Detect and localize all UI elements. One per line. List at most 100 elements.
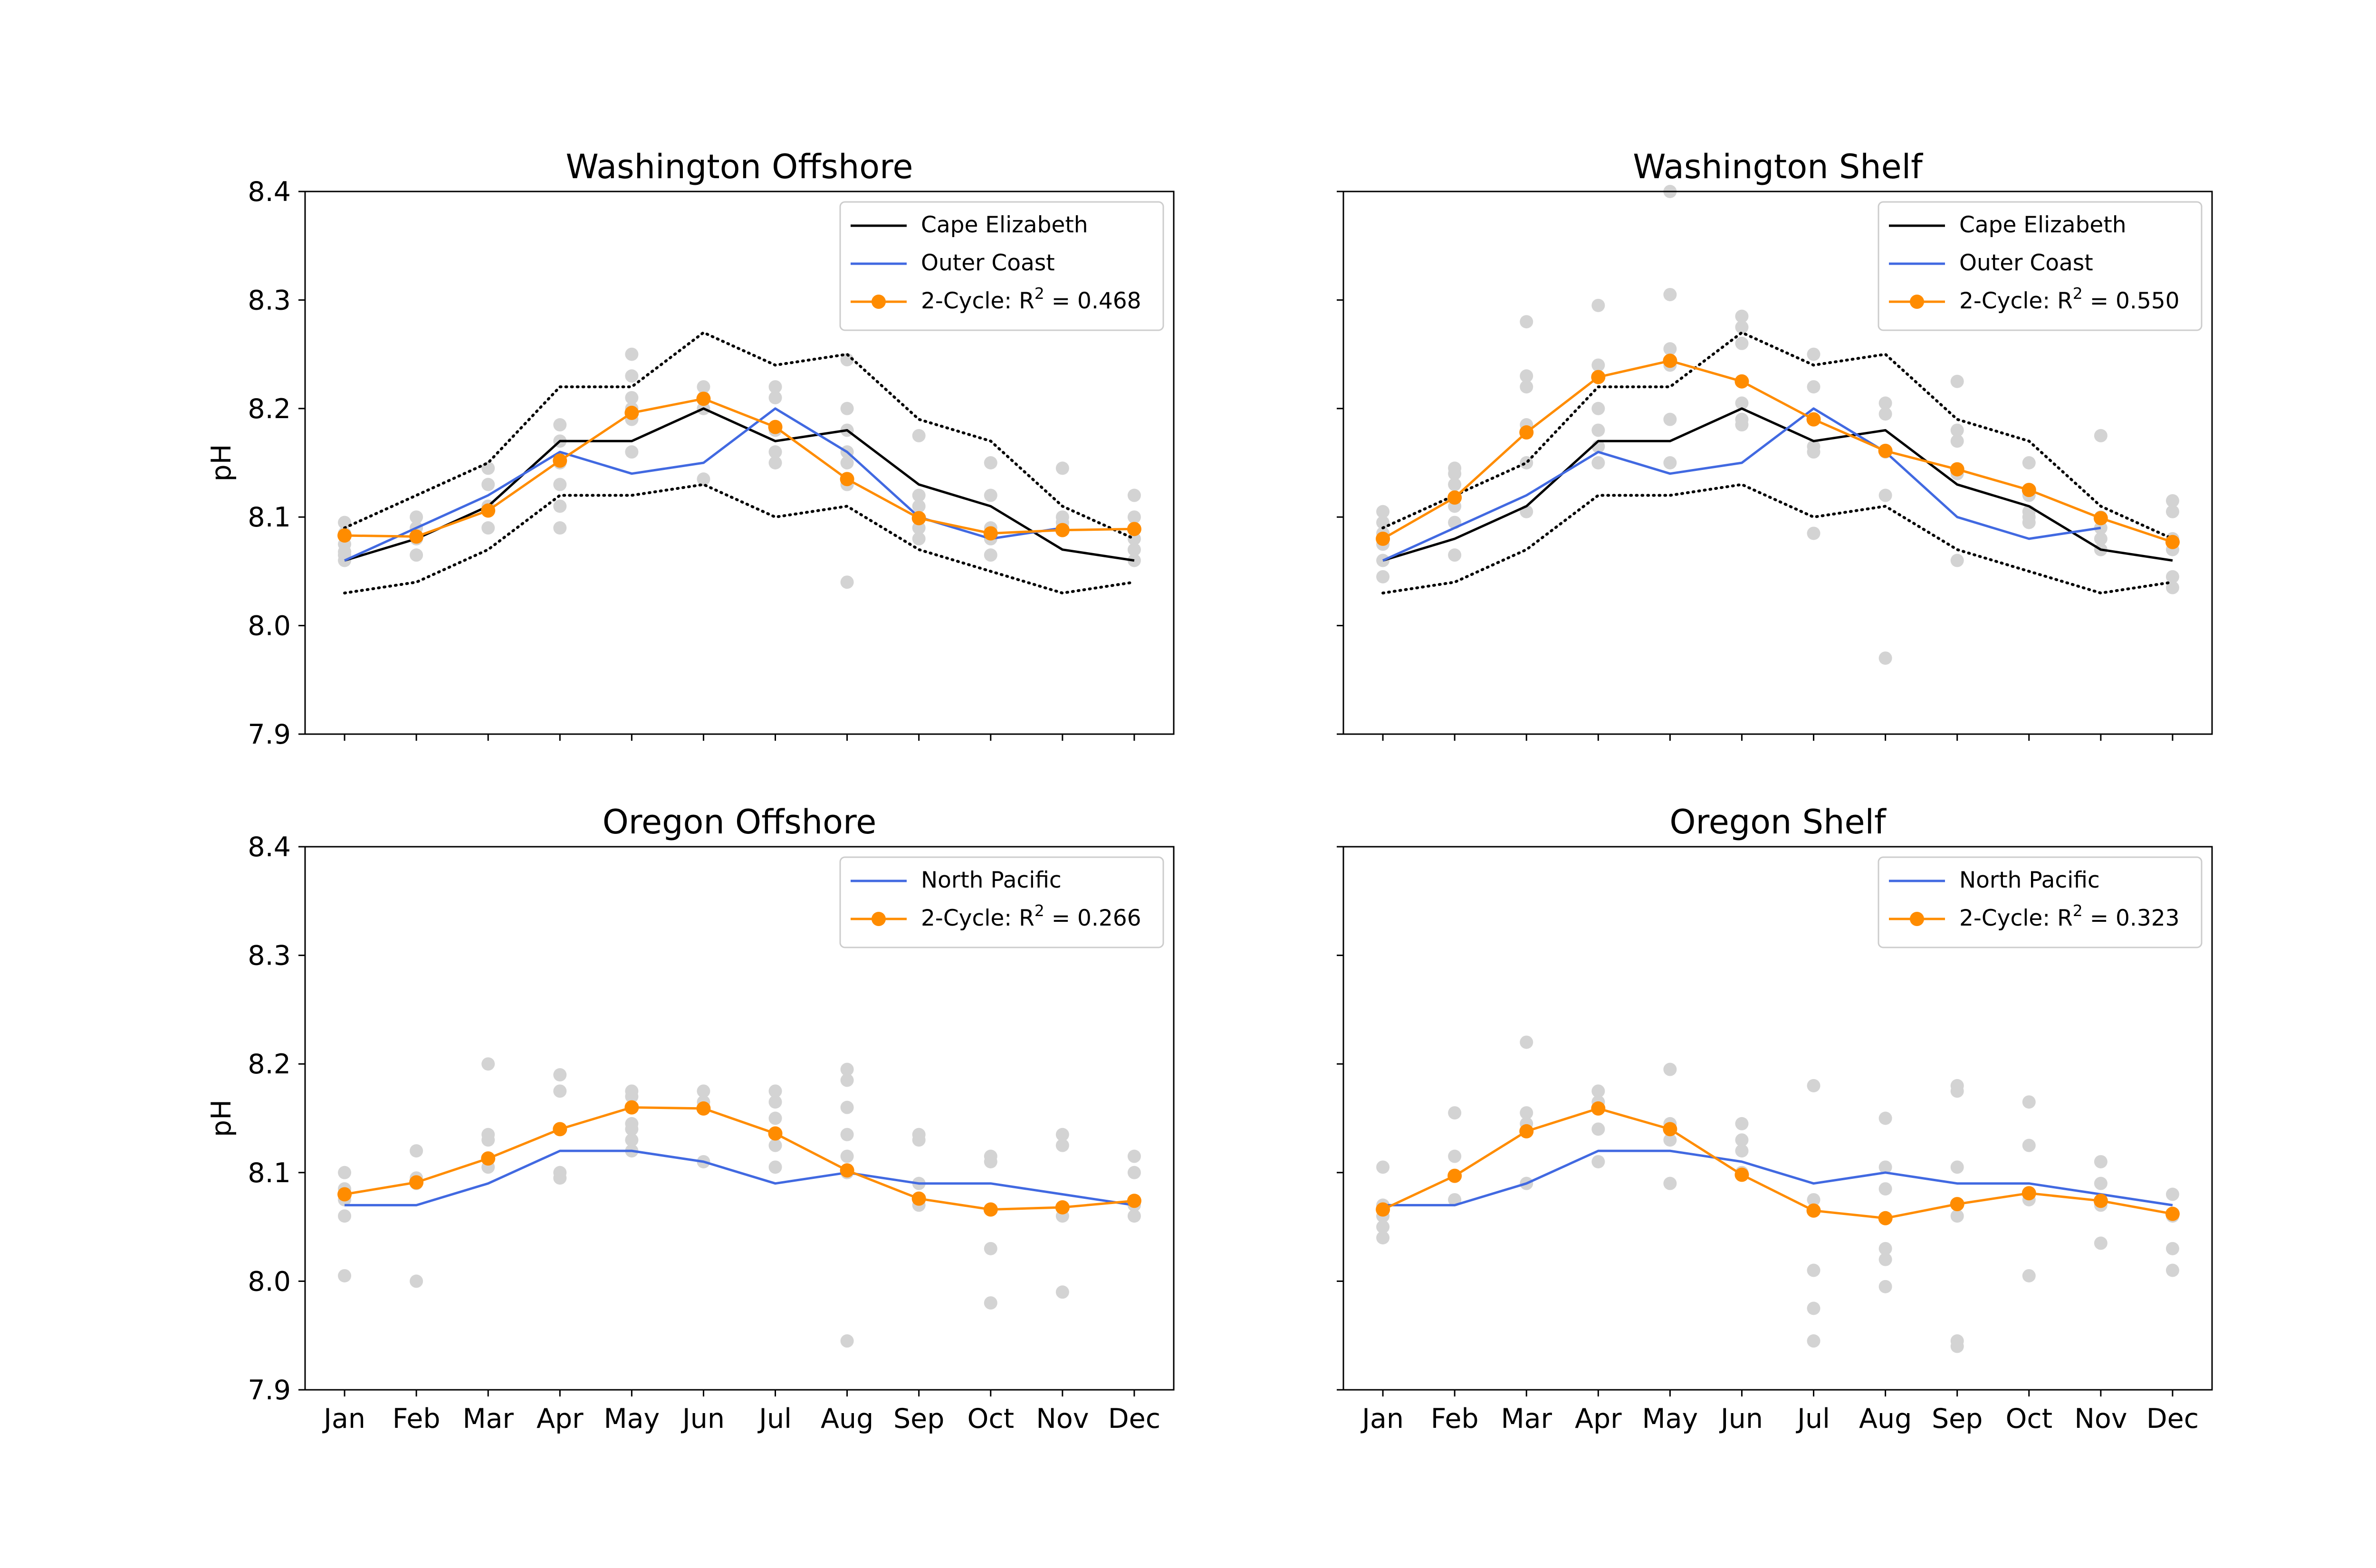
panel-title: Washington Offshore — [566, 147, 913, 186]
observation-point — [768, 456, 782, 469]
legend-label: 2-Cycle: R2 = 0.468 — [921, 284, 1141, 314]
series-marker-2-cycle — [1591, 1101, 1606, 1116]
series-line-2-cycle — [1382, 1107, 2173, 1220]
series-marker-2-cycle — [1950, 1197, 1964, 1212]
series-line-2-cycle — [1382, 359, 2173, 544]
observations — [338, 1057, 1141, 1348]
observation-point — [1591, 456, 1605, 469]
observation-point — [1663, 456, 1677, 469]
series-marker-2-cycle — [1591, 370, 1606, 384]
series-marker-2-cycle — [1127, 522, 1141, 536]
observation-point — [625, 445, 639, 459]
legend-label-superscript: 2 — [1035, 901, 1044, 920]
series-marker-2-cycle — [409, 1175, 424, 1190]
observation-point — [1127, 1149, 1141, 1163]
observation-point — [1950, 1209, 1964, 1223]
observation-point — [553, 499, 567, 513]
observation-point — [2022, 516, 2036, 529]
observation-point — [1591, 402, 1605, 415]
observation-point — [553, 478, 567, 491]
observation-point — [1520, 1035, 1533, 1049]
observation-point — [2165, 1263, 2179, 1277]
observation-point — [1878, 1252, 1892, 1266]
legend-label-prefix: 2-Cycle: R — [921, 288, 1035, 314]
observation-point — [1663, 342, 1677, 356]
observation-point — [912, 499, 926, 513]
observation-point — [1735, 396, 1749, 410]
y-tick-label: 8.3 — [248, 940, 291, 972]
y-tick-label: 8.1 — [248, 502, 291, 533]
observation-point — [1878, 651, 1892, 665]
observation-point — [984, 1296, 997, 1310]
series-line-north-pacific — [1383, 1149, 2173, 1206]
legend: Cape Elizabeth Outer Coast 2-Cycle: R2 = 0… — [839, 201, 1164, 331]
observation-point — [1127, 510, 1141, 524]
series-marker-2-cycle — [1878, 443, 1893, 458]
observation-point — [1591, 1084, 1605, 1098]
series-marker-2-cycle — [337, 528, 352, 543]
series-marker-2-cycle — [1806, 1203, 1821, 1218]
observation-point — [553, 1068, 567, 1082]
series-line-2-cycle — [345, 397, 1134, 538]
series-marker-2-cycle — [911, 1191, 926, 1206]
observation-point — [912, 429, 926, 442]
observation-point — [912, 488, 926, 502]
series-line-cape-elizabeth — [1382, 407, 2173, 562]
observation-point — [1878, 1160, 1892, 1174]
observation-point — [697, 1084, 710, 1098]
observation-point — [840, 1149, 854, 1163]
observation-point — [625, 347, 639, 361]
observation-point — [625, 1133, 639, 1147]
observation-point — [1735, 418, 1749, 432]
legend-label: 2-Cycle: R2 = 0.323 — [1959, 901, 2180, 931]
observation-point — [481, 1057, 495, 1071]
series-marker-2-cycle — [911, 511, 926, 526]
series-marker-2-cycle — [481, 1151, 496, 1166]
series-marker-2-cycle — [1055, 1200, 1070, 1214]
panel-1: Washington Offshore 7.9 8.0 8.1 8.2 8.3 8.4 pH C… — [206, 147, 1175, 750]
legend: North Pacific 2-Cycle: R2 = 0.323 — [1878, 856, 2203, 948]
observation-point — [840, 1100, 854, 1114]
panel-4: Oregon Shelf Jan Feb Mar Apr May Jun Jul Aug Sep O… — [1337, 803, 2213, 1434]
legend-label: Cape Elizabeth — [921, 212, 1088, 238]
series-marker-2-cycle — [2022, 483, 2036, 497]
x-tick-label: Sep — [1932, 1403, 1983, 1434]
observation-point — [768, 1084, 782, 1098]
observation-point — [2165, 505, 2179, 518]
observation-point — [1878, 1280, 1892, 1293]
x-tick-label: Dec — [2146, 1403, 2199, 1434]
observation-point — [1878, 488, 1892, 502]
observation-point — [912, 521, 926, 535]
x-tick-label: May — [1642, 1403, 1698, 1434]
x-tick-label: Mar — [462, 1403, 514, 1434]
observation-point — [2165, 570, 2179, 583]
panel-title: Washington Shelf — [1633, 147, 1923, 186]
observations — [1376, 1035, 2179, 1353]
x-tick-label: Nov — [2074, 1403, 2127, 1434]
observation-point — [2094, 1176, 2108, 1190]
observation-point — [1520, 1106, 1533, 1120]
legend-label-prefix: 2-Cycle: R — [1959, 905, 2073, 931]
observation-point — [1663, 287, 1677, 301]
observation-point — [1055, 1138, 1069, 1152]
x-tick-label: Jul — [757, 1403, 792, 1434]
axes-frame — [1342, 846, 2213, 1391]
series-line-cape-elizabeth-lower-bound — [343, 483, 1136, 595]
observation-point — [1807, 526, 1820, 540]
observation-point — [1448, 467, 1462, 480]
observation-point — [553, 1084, 567, 1098]
series-line-cape-elizabeth-upper-bound — [343, 331, 1136, 540]
series-marker-2-cycle — [696, 392, 711, 406]
x-tick-label: Oct — [967, 1403, 1014, 1434]
x-tick-label: Jan — [1360, 1403, 1404, 1434]
observation-point — [1591, 1122, 1605, 1136]
observation-point — [481, 521, 495, 535]
series-marker-2-cycle — [1447, 490, 1462, 505]
x-tick-label: Jun — [681, 1403, 725, 1434]
series-marker-2-cycle — [1734, 374, 1749, 389]
legend-label: Outer Coast — [1959, 250, 2093, 276]
observation-point — [768, 380, 782, 394]
legend-label-suffix: = 0.468 — [1044, 288, 1141, 314]
observation-point — [553, 1171, 567, 1185]
observation-point — [1520, 315, 1533, 329]
